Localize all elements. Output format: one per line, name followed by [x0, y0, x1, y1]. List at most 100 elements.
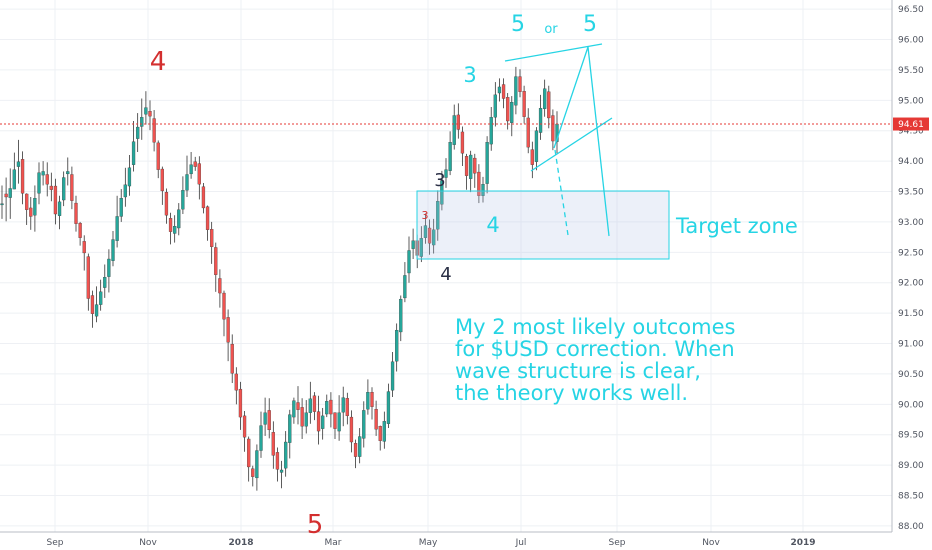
y-tick-label: 90.00 [898, 400, 924, 410]
candle-body [448, 142, 452, 171]
candle-body [279, 469, 284, 473]
y-tick-label: 96.00 [898, 36, 924, 46]
candle-body [506, 97, 510, 122]
y-tick-label: 96.50 [898, 5, 924, 15]
candle-body [522, 91, 526, 117]
candle-body [131, 141, 136, 165]
candle-body [119, 198, 123, 217]
candle-body [33, 198, 37, 216]
candle-body [452, 115, 456, 145]
candle-body [349, 416, 354, 443]
y-tick-label: 94.00 [898, 157, 924, 167]
candle-body [173, 226, 177, 234]
candle-body [140, 117, 144, 127]
note-line: for $USD correction. When [455, 337, 735, 361]
candle-body [321, 415, 325, 429]
y-tick-label: 92.50 [898, 248, 924, 258]
candle-body [86, 256, 90, 299]
candle-body [259, 425, 263, 451]
candle-body [477, 171, 481, 196]
candle-body [534, 130, 539, 162]
candle-body [407, 250, 411, 274]
candle-body [181, 190, 185, 210]
time-axis-ticks[interactable]: Sep Nov 2018 Mar May Jul Sep Nov 2019 [47, 538, 816, 548]
note-line: the theory works well. [455, 381, 688, 405]
wave-drawings [504, 43, 613, 237]
candle-body [374, 409, 378, 430]
candle-body [551, 115, 555, 142]
candle-body [312, 395, 317, 412]
candle-body [267, 410, 271, 431]
candle-body [41, 171, 45, 176]
candle-body [514, 76, 518, 106]
candle-body [485, 142, 489, 184]
wave-label-4: 4 [486, 213, 499, 237]
candle-body [251, 468, 255, 477]
candle-body [111, 239, 115, 261]
candle-body [284, 441, 288, 469]
wave-label-dark-4: 4 [440, 264, 451, 285]
candle-body [168, 218, 173, 232]
candle-body [510, 101, 514, 123]
candle-body [316, 411, 321, 432]
x-tick-label: Jul [515, 538, 527, 548]
candle-body [37, 172, 41, 194]
candle-body [4, 193, 8, 198]
x-tick-label: May [419, 538, 438, 548]
candle-body [444, 169, 448, 178]
candle-body [197, 163, 201, 185]
candle-body [57, 201, 62, 216]
candle-body [378, 426, 382, 441]
candle-body [288, 414, 292, 443]
y-tick-label: 92.00 [898, 279, 924, 289]
candle-body [103, 277, 107, 288]
y-tick-label: 93.00 [898, 218, 924, 228]
candle-body [469, 154, 473, 179]
candle-body [464, 156, 469, 176]
candle-body [226, 317, 230, 343]
wave-label-5-bottom: 5 [307, 510, 324, 540]
candle-body [543, 88, 547, 109]
candle-body [419, 238, 423, 257]
price-axis-ticks[interactable]: 96.50 96.00 95.50 95.00 94.50 94.00 93.50 93.00… [898, 5, 924, 532]
candle-body [411, 240, 415, 249]
candle-body [136, 126, 140, 139]
candle-body [341, 397, 345, 413]
candle-body [345, 398, 349, 417]
candle-body [201, 186, 206, 209]
candle-body [362, 410, 366, 439]
wave-label-3: 3 [463, 63, 476, 87]
y-tick-label: 95.50 [898, 66, 924, 76]
candle-body [8, 188, 12, 198]
candle-body [70, 174, 74, 201]
candle-body [230, 343, 234, 374]
candle-body [296, 402, 300, 410]
candle-body [333, 412, 337, 429]
wave-label-or: or [544, 22, 558, 37]
candle-body [300, 407, 304, 427]
candle-body [218, 278, 222, 294]
wave-label-4-top: 4 [150, 47, 167, 77]
candle-body [353, 443, 358, 457]
note-line: wave structure is clear, [455, 359, 701, 383]
candle-body [489, 117, 493, 145]
candle-body [74, 202, 78, 224]
candle-body [49, 185, 53, 190]
candle-body [16, 161, 21, 167]
candle-body [460, 131, 465, 154]
candle-body [427, 227, 432, 244]
candle-body [440, 180, 444, 205]
y-tick-label: 89.50 [898, 431, 924, 441]
last-price-badge: 94.61 [893, 117, 929, 131]
candle-body [304, 412, 308, 427]
candle-body [222, 292, 226, 320]
candle-body [82, 241, 86, 254]
candle-body [205, 206, 210, 230]
candle-body [390, 361, 395, 391]
candle-body [366, 392, 370, 410]
candle-body [238, 388, 243, 418]
candle-body [493, 94, 497, 118]
candle-body [386, 391, 391, 424]
candle-body [382, 421, 386, 442]
